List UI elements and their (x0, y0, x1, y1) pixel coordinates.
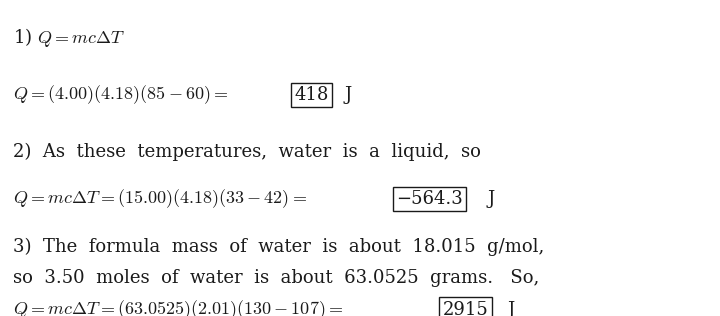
Text: J: J (508, 301, 515, 316)
Text: so  3.50  moles  of  water  is  about  63.0525  grams.   So,: so 3.50 moles of water is about 63.0525 … (13, 269, 539, 287)
Text: −564.3: −564.3 (396, 190, 463, 208)
Text: 3)  The  formula  mass  of  water  is  about  18.015  g/mol,: 3) The formula mass of water is about 18… (13, 237, 544, 256)
Text: $Q = mc\Delta T = (15.00)(4.18)(33 - 42) = $: $Q = mc\Delta T = (15.00)(4.18)(33 - 42)… (13, 188, 307, 210)
Text: J: J (345, 86, 352, 104)
Text: J: J (488, 190, 495, 208)
Text: 418: 418 (294, 86, 329, 104)
Text: 2915: 2915 (443, 301, 488, 316)
Text: $Q = (4.00)(4.18)(85 - 60) = $: $Q = (4.00)(4.18)(85 - 60) = $ (13, 83, 228, 106)
Text: 2)  As  these  temperatures,  water  is  a  liquid,  so: 2) As these temperatures, water is a liq… (13, 143, 481, 161)
Text: 1) $Q = mc\Delta T$: 1) $Q = mc\Delta T$ (13, 27, 125, 49)
Text: $Q = mc\Delta T = (63.0525)(2.01)(130 - 107) = $: $Q = mc\Delta T = (63.0525)(2.01)(130 - … (13, 298, 343, 316)
